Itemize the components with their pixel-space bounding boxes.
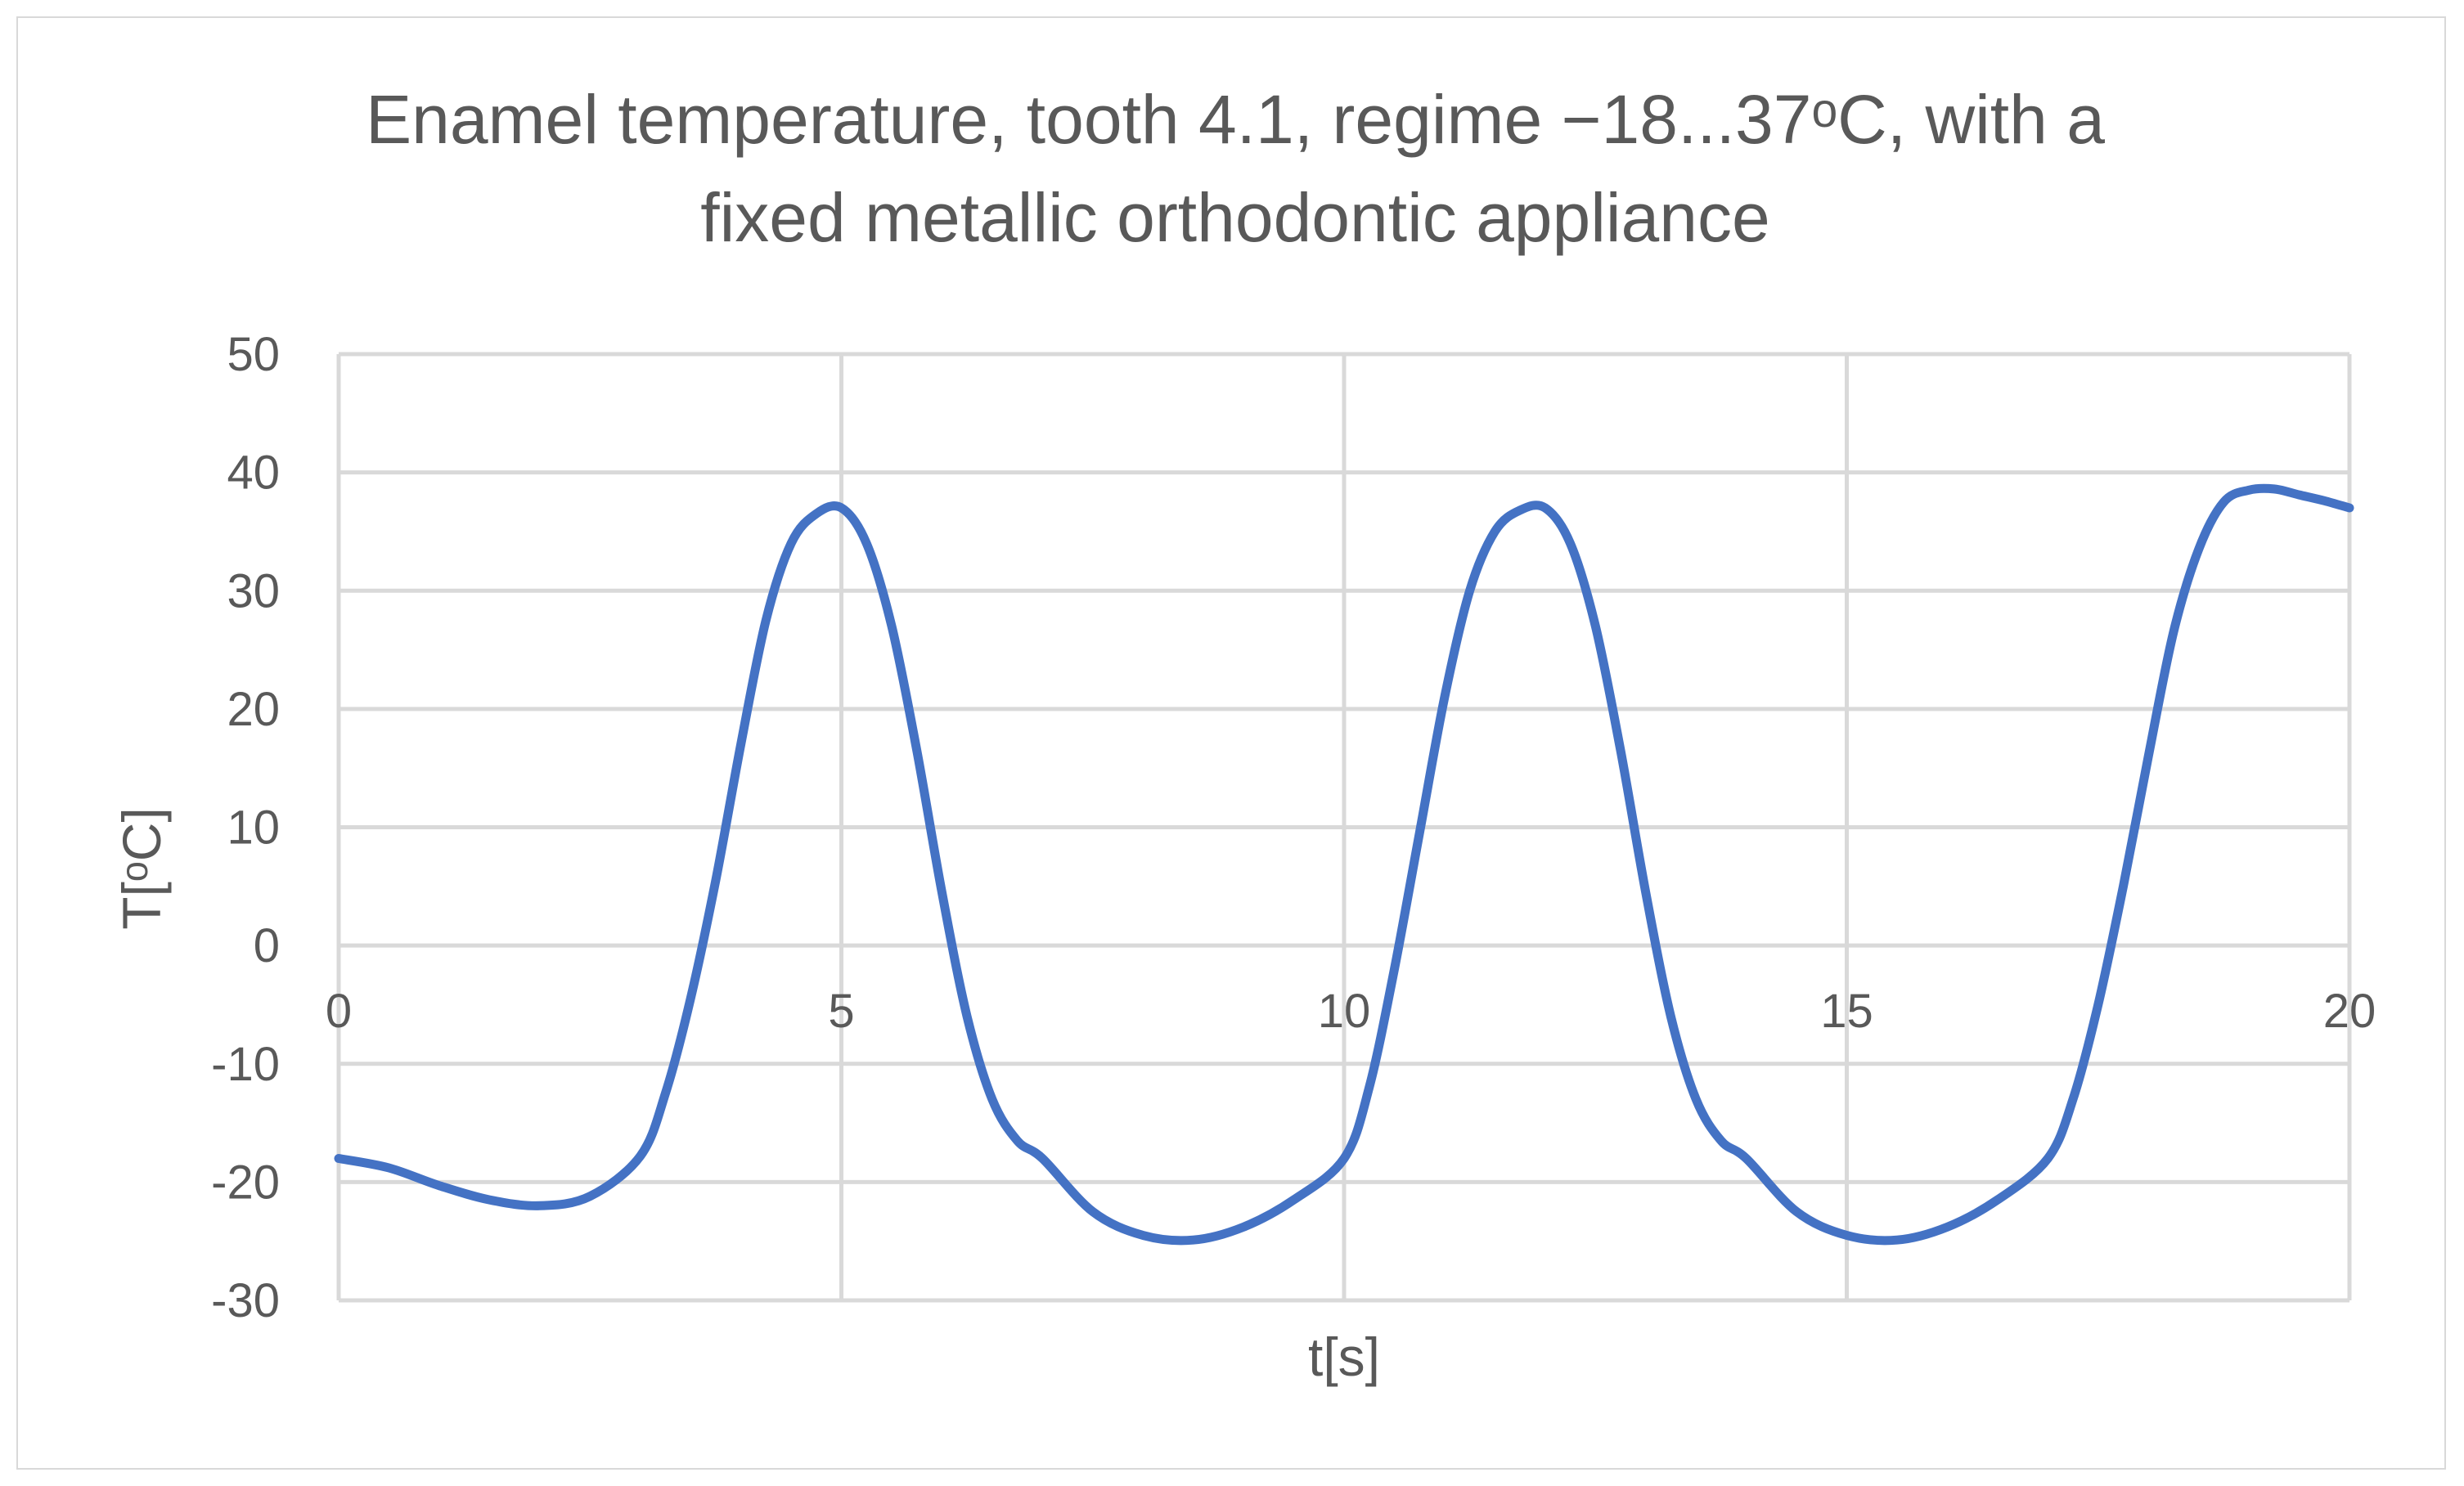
y-tick-label: 40: [227, 447, 280, 500]
x-tick-label: 0: [326, 985, 352, 1038]
x-axis-label: t[s]: [1308, 1327, 1380, 1387]
y-tick-label: 0: [254, 919, 280, 972]
chart-title-line-1: Enamel temperature, tooth 4.1, regime −1…: [366, 81, 2105, 158]
y-axis-label: T[ᵒC]: [111, 807, 172, 930]
x-axis-ticks: 0 5 10 15 20: [326, 985, 2376, 1038]
y-tick-label: -30: [211, 1274, 280, 1327]
x-tick-label: 15: [1820, 985, 1873, 1038]
x-tick-label: 10: [1318, 985, 1371, 1038]
y-tick-label: 30: [227, 564, 280, 617]
x-tick-label: 5: [828, 985, 854, 1038]
y-tick-label: 20: [227, 683, 280, 736]
x-tick-label: 20: [2323, 985, 2376, 1038]
y-tick-label: -10: [211, 1038, 280, 1091]
y-tick-label: 50: [227, 328, 280, 381]
series-line: [334, 483, 2354, 1246]
chart-title: Enamel temperature, tooth 4.1, regime −1…: [366, 81, 2105, 256]
chart-title-line-2: fixed metallic orthodontic appliance: [700, 179, 1769, 256]
y-axis-ticks: -30 -20 -10 0 10 20 30 40 50: [211, 328, 280, 1327]
y-tick-label: -20: [211, 1156, 280, 1209]
y-tick-label: 10: [227, 801, 280, 855]
